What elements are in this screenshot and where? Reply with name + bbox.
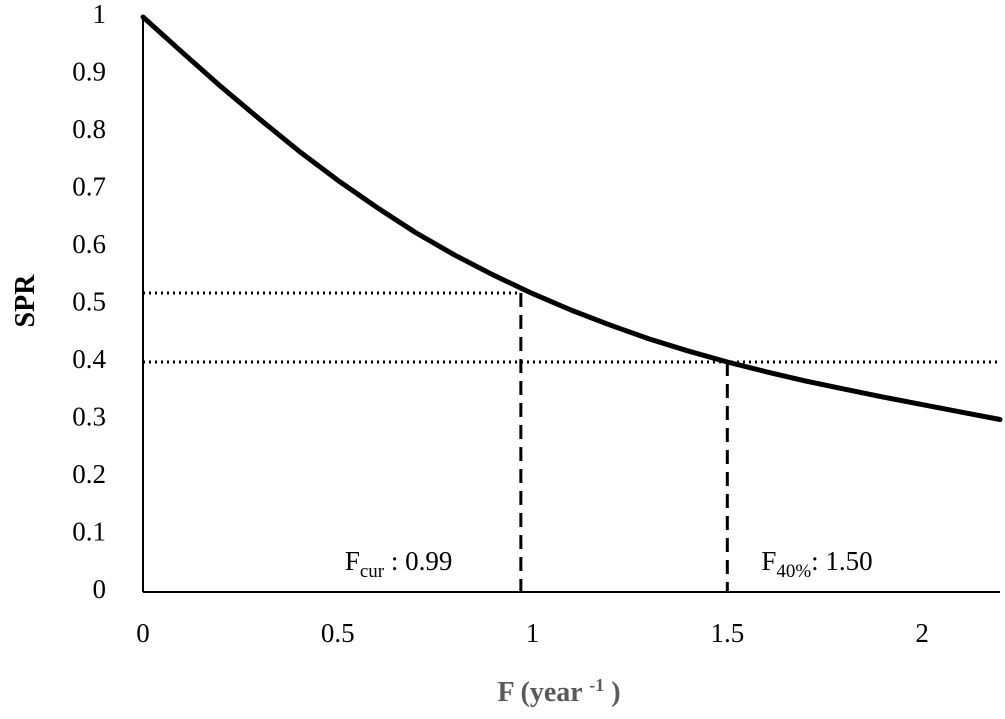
y-tick-label: 0.1 [72,517,106,547]
series [140,14,1003,422]
y-tick-label: 0.5 [72,287,106,317]
y-tick-label: 0.6 [72,229,106,259]
x-tick-label: 0.5 [321,618,355,648]
y-axis-title: SPR [10,274,41,328]
fcur-annotation: Fcur : 0.99 [345,546,453,582]
x-tick-label: 0 [136,618,150,648]
y-tick-label: 0.7 [72,172,106,202]
f40-annotation: F40%: 1.50 [761,546,872,582]
y-tick-label: 0 [93,574,107,604]
annotation-sub: cur [360,561,385,582]
annotations: Fcur : 0.99 F40%: 1.50 [345,546,873,582]
annotation-main: F [761,546,776,576]
y-tick-label: 0.3 [72,402,106,432]
x-tick-label: 2 [915,618,929,648]
y-tick-label: 0.4 [72,344,106,374]
reference-lines [143,291,1000,592]
x-axis-title-end: ) [611,677,620,708]
spr-curve [140,14,1003,422]
annotation-value: : 1.50 [811,546,873,576]
y-tick-label: 0.9 [72,57,106,87]
x-tick-label: 1.5 [710,618,744,648]
y-tick-label: 0.2 [72,459,106,489]
annotation-sub: 40% [776,561,811,582]
y-tick-label: 1 [93,0,107,29]
x-tick-label: 1 [526,618,540,648]
x-axis-title-main: F (year [497,677,582,708]
tick-labels: 0 0.1 0.2 0.3 0.4 0.5 0.6 0.7 0.8 0.9 1 0 0.5 1 1.5 2 [72,0,929,648]
axes [142,17,1000,593]
annotation-value: : 0.99 [384,546,452,576]
x-axis-title-sup: -1 [589,675,604,695]
annotation-main: F [345,546,360,576]
y-tick-label: 0.8 [72,114,106,144]
x-axis-title: F (year -1 ) [497,667,620,708]
